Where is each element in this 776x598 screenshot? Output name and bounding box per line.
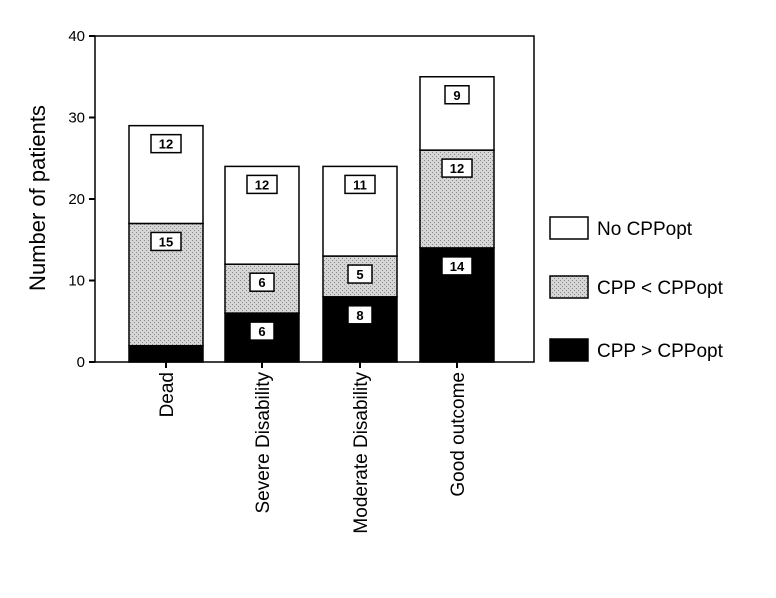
legend: No CPPopt CPP < CPPopt CPP > CPPopt <box>550 217 724 362</box>
data-label: 6 <box>258 275 265 290</box>
legend-label-cpp-cppopt: CPP > CPPopt <box>597 341 724 362</box>
x-tick-label: Moderate Disability <box>351 372 372 534</box>
data-label: 12 <box>159 137 173 152</box>
y-tick-label: 40 <box>68 28 85 45</box>
x-tick-label: Dead <box>157 372 178 417</box>
data-label: 5 <box>356 267 363 282</box>
legend-swatch-no-cppopt <box>550 217 588 239</box>
data-label: 8 <box>356 308 363 323</box>
legend-label-no-cppopt: No CPPopt <box>597 219 693 240</box>
data-label: 6 <box>258 324 265 339</box>
data-label: 14 <box>450 259 465 274</box>
x-tick-label: Good outcome <box>448 372 469 497</box>
data-label: 9 <box>453 88 460 103</box>
data-label: 15 <box>159 234 173 249</box>
x-tick-label: Severe Disability <box>253 372 274 514</box>
legend-swatch-cpp-cppopt <box>550 276 588 298</box>
y-axis-title: Number of patients <box>25 105 50 291</box>
data-label: 12 <box>450 161 464 176</box>
legend-swatch-cpp-cppopt <box>550 339 588 361</box>
data-label: 12 <box>255 177 269 192</box>
y-tick-label: 30 <box>68 110 85 127</box>
y-tick-label: 20 <box>68 191 85 208</box>
bar-cpp-cppopt-dead <box>129 346 203 362</box>
legend-label-cpp-cppopt: CPP < CPPopt <box>597 278 724 299</box>
data-label: 11 <box>353 177 367 192</box>
y-tick-label: 0 <box>77 354 85 371</box>
plot-area: 0 10 20 30 40 15 12 Dead 6 6 12 Severe Disability 8 5… <box>68 28 534 534</box>
y-tick-label: 10 <box>68 273 85 290</box>
